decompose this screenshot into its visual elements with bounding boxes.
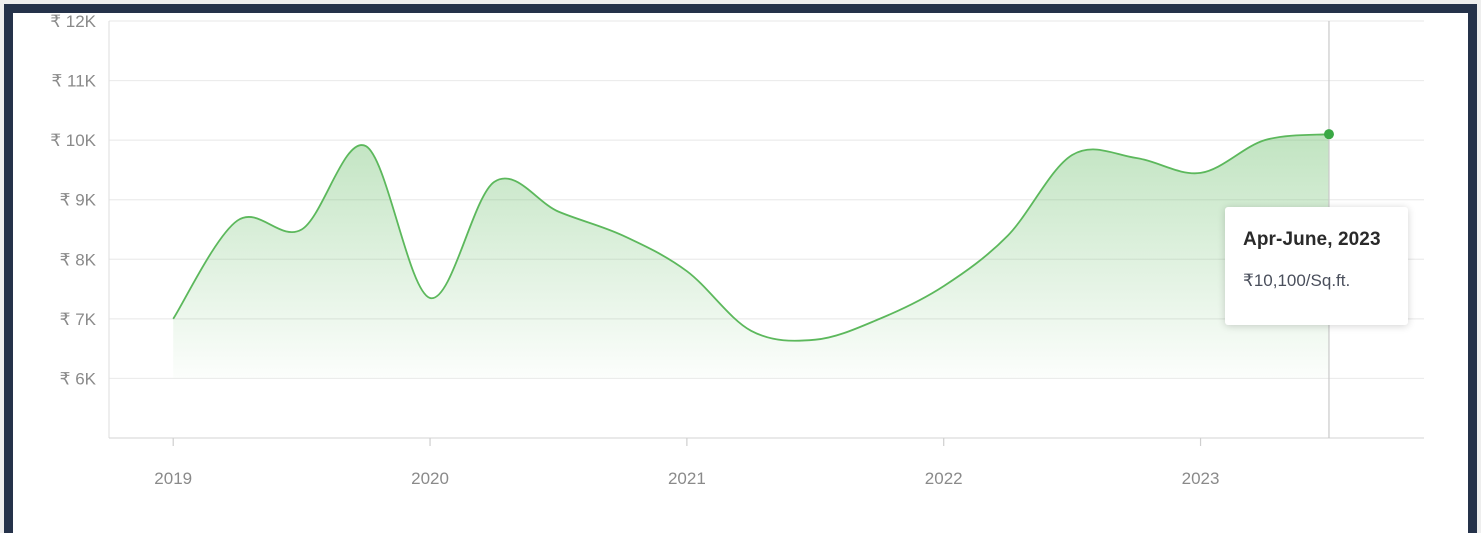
x-tick-labels: 2019 2020 2021 2022 2023 — [154, 469, 1219, 488]
data-point[interactable] — [554, 208, 562, 216]
data-point[interactable] — [876, 315, 884, 323]
data-point[interactable] — [362, 142, 370, 150]
data-point[interactable] — [1197, 169, 1205, 177]
data-point[interactable] — [940, 282, 948, 290]
data-point[interactable] — [683, 267, 691, 275]
data-point[interactable] — [169, 315, 177, 323]
y-tick-label: ₹ 6K — [60, 369, 97, 388]
data-point[interactable] — [811, 336, 819, 344]
data-point[interactable] — [747, 327, 755, 335]
data-point[interactable] — [1004, 231, 1012, 239]
y-tick-label: ₹ 12K — [50, 12, 96, 31]
y-tick-label: ₹ 11K — [51, 72, 96, 91]
data-point[interactable] — [1261, 136, 1269, 144]
data-point[interactable] — [1068, 151, 1076, 159]
data-point[interactable] — [426, 294, 434, 302]
area-fill-layer — [172, 133, 1330, 379]
tooltip-value: ₹10,100/Sq.ft. — [1243, 271, 1351, 290]
x-tick-label: 2023 — [1182, 469, 1220, 488]
data-points[interactable] — [169, 129, 1334, 344]
tooltip-title: Apr-June, 2023 — [1243, 229, 1381, 250]
data-point[interactable] — [490, 178, 498, 186]
data-point[interactable] — [1132, 154, 1140, 162]
x-tick-label: 2022 — [925, 469, 963, 488]
data-point[interactable] — [233, 217, 241, 225]
y-tick-labels: ₹ 12K ₹ 11K ₹ 10K ₹ 9K ₹ 8K ₹ 7K ₹ 6K — [50, 12, 96, 388]
y-tick-label: ₹ 10K — [50, 131, 96, 150]
x-tick-label: 2019 — [154, 469, 192, 488]
x-tick-label: 2020 — [411, 469, 449, 488]
data-point[interactable] — [298, 226, 306, 234]
y-tick-label: ₹ 9K — [60, 191, 97, 210]
y-tick-label: ₹ 7K — [60, 310, 97, 329]
area-fill — [173, 134, 1329, 379]
y-tick-label: ₹ 8K — [60, 250, 97, 269]
highlighted-data-point[interactable] — [1323, 129, 1334, 140]
x-tick-label: 2021 — [668, 469, 706, 488]
data-point[interactable] — [619, 231, 627, 239]
tooltip: Apr-June, 2023 ₹10,100/Sq.ft. — [1225, 207, 1408, 325]
series-line — [172, 133, 1330, 342]
